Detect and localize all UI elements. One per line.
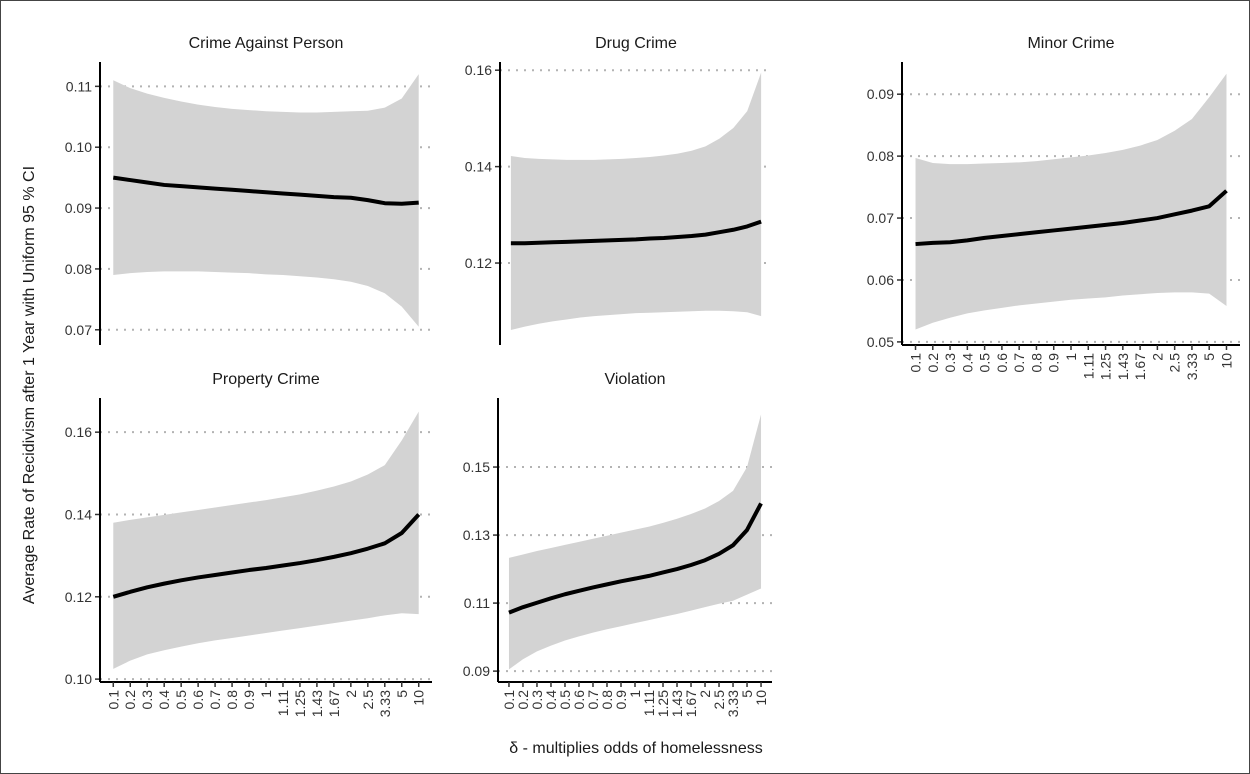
x-tick-label: 1.11: [641, 690, 657, 716]
x-tick-label: 0.8: [224, 690, 240, 710]
y-tick-label: 0.13: [463, 527, 490, 543]
x-tick-label: 0.8: [599, 690, 615, 710]
y-tick-label: 0.16: [465, 62, 492, 78]
y-tick-label: 0.15: [463, 459, 490, 475]
x-tick-label: 0.3: [529, 690, 545, 710]
x-tick-label: 10: [411, 690, 427, 706]
x-tick-label: 1.43: [669, 690, 685, 717]
x-tick-label: 1.67: [1132, 353, 1148, 380]
panel-title: Drug Crime: [595, 35, 677, 52]
x-tick-label: 0.5: [173, 690, 189, 710]
x-tick-label: 10: [1218, 353, 1234, 369]
y-tick-label: 0.06: [867, 272, 894, 288]
panel-title: Crime Against Person: [189, 35, 344, 52]
y-tick-label: 0.08: [867, 148, 894, 164]
x-tick-label: 1.11: [1080, 353, 1096, 379]
x-axis-title: δ - multiplies odds of homelessness: [509, 740, 762, 757]
estimate-line: [112, 175, 419, 206]
x-tick-label: 0.1: [908, 353, 924, 373]
x-tick-label: 5: [1201, 353, 1217, 361]
x-tick-label: 0.4: [156, 690, 172, 710]
x-tick-label: 0.1: [105, 690, 121, 710]
estimate-line: [915, 189, 1228, 247]
y-tick-label: 0.10: [65, 671, 92, 687]
ci-band: [915, 73, 1227, 330]
x-tick-label: 3.33: [725, 690, 741, 717]
x-tick-label: 0.1: [501, 690, 517, 710]
y-tick-label: 0.16: [65, 424, 92, 440]
y-tick-label: 0.09: [867, 86, 894, 102]
y-tick-label: 0.10: [65, 139, 92, 155]
x-tick-label: 2.5: [1167, 353, 1183, 373]
x-tick-label: 1: [627, 690, 643, 698]
x-tick-label: 3.33: [1184, 353, 1200, 380]
y-tick-label: 0.14: [65, 506, 92, 522]
x-tick-label: 3.33: [377, 690, 393, 717]
x-tick-label: 2: [697, 690, 713, 698]
x-tick-label: 5: [739, 690, 755, 698]
ci-band: [113, 411, 419, 669]
y-tick-label: 0.12: [65, 589, 92, 605]
y-axis-title: Average Rate of Recidivism after 1 Year …: [21, 166, 38, 604]
x-tick-label: 1.25: [655, 690, 671, 717]
x-tick-label: 0.7: [1011, 353, 1027, 373]
x-tick-label: 1.25: [292, 690, 308, 717]
x-tick-label: 0.6: [571, 690, 587, 710]
x-tick-label: 0.9: [1046, 353, 1062, 373]
estimate-line: [508, 502, 763, 615]
y-tick-label: 0.08: [65, 261, 92, 277]
x-tick-label: 0.9: [241, 690, 257, 710]
panel-title: Minor Crime: [1027, 35, 1114, 52]
ci-band: [508, 414, 762, 670]
x-tick-label: 2: [1149, 353, 1165, 361]
ci-band: [510, 72, 762, 331]
y-tick-label: 0.11: [66, 78, 92, 94]
x-tick-label: 0.7: [585, 690, 601, 710]
x-tick-label: 2.5: [360, 690, 376, 710]
y-tick-label: 0.09: [463, 663, 490, 679]
x-tick-label: 2.5: [711, 690, 727, 710]
y-tick-label: 0.07: [65, 322, 92, 338]
x-tick-label: 1.43: [1115, 353, 1131, 380]
x-tick-label: 0.5: [557, 690, 573, 710]
x-tick-label: 0.5: [977, 353, 993, 373]
x-tick-label: 0.3: [139, 690, 155, 710]
y-tick-label: 0.05: [867, 334, 894, 350]
estimate-line: [112, 513, 421, 599]
x-tick-label: 0.6: [190, 690, 206, 710]
x-tick-label: 1.67: [683, 690, 699, 717]
x-tick-label: 0.2: [925, 353, 941, 373]
x-tick-label: 0.4: [959, 353, 975, 373]
estimate-line: [510, 219, 762, 246]
panel-title: Property Crime: [212, 371, 320, 388]
x-tick-label: 0.8: [1028, 353, 1044, 373]
ci-band: [113, 74, 419, 327]
x-tick-label: 1.43: [309, 690, 325, 717]
y-tick-label: 0.07: [867, 210, 894, 226]
panel-title: Violation: [604, 371, 665, 388]
x-tick-label: 10: [753, 690, 769, 706]
x-tick-label: 0.9: [613, 690, 629, 710]
x-tick-label: 0.6: [994, 353, 1010, 373]
x-tick-label: 0.2: [122, 690, 138, 710]
y-tick-label: 0.14: [465, 159, 492, 175]
x-tick-label: 2: [343, 690, 359, 698]
y-tick-label: 0.12: [465, 255, 492, 271]
x-tick-label: 1.25: [1098, 353, 1114, 380]
x-tick-label: 0.3: [942, 353, 958, 373]
x-tick-label: 1.11: [275, 690, 291, 716]
y-tick-label: 0.09: [65, 200, 92, 216]
x-tick-label: 1.67: [326, 690, 342, 717]
x-tick-label: 0.2: [515, 690, 531, 710]
x-tick-label: 1: [1063, 353, 1079, 361]
x-tick-label: 5: [394, 690, 410, 698]
x-tick-label: 0.7: [207, 690, 223, 710]
x-tick-label: 0.4: [543, 690, 559, 710]
y-tick-label: 0.11: [464, 595, 490, 611]
x-tick-label: 1: [258, 690, 274, 698]
